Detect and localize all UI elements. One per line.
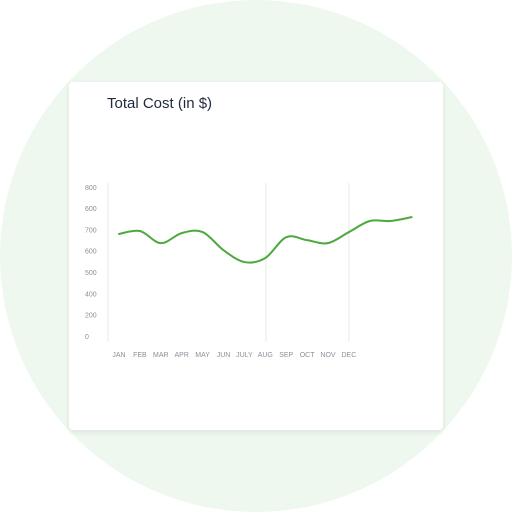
y-tick-label: 600	[85, 249, 97, 256]
x-tick-label: MAR	[153, 352, 169, 359]
y-tick-label: 500	[85, 270, 97, 277]
y-tick-label: 600	[85, 206, 97, 213]
data-line	[118, 216, 413, 264]
y-tick-label: 800	[85, 185, 97, 192]
x-tick-label: OCT	[300, 352, 316, 359]
y-tick-label: 200	[85, 313, 97, 320]
x-tick-label: MAY	[195, 352, 210, 359]
x-tick-label: APR	[174, 352, 188, 359]
x-tick-label: AUG	[258, 352, 273, 359]
y-tick-label: 400	[85, 291, 97, 298]
card	[69, 82, 443, 430]
x-tick-label: JULY	[236, 352, 253, 359]
x-tick-label: JUN	[217, 352, 231, 359]
chart-title: Total Cost (in $)	[107, 95, 212, 112]
y-tick-label: 0	[85, 334, 89, 341]
x-tick-label: NOV	[320, 352, 336, 359]
x-tick-label: DEC	[342, 352, 357, 359]
x-tick-label: JAN	[112, 352, 125, 359]
x-tick-label: FEB	[133, 352, 147, 359]
y-tick-label: 700	[85, 227, 97, 234]
x-tick-label: SEP	[279, 352, 293, 359]
